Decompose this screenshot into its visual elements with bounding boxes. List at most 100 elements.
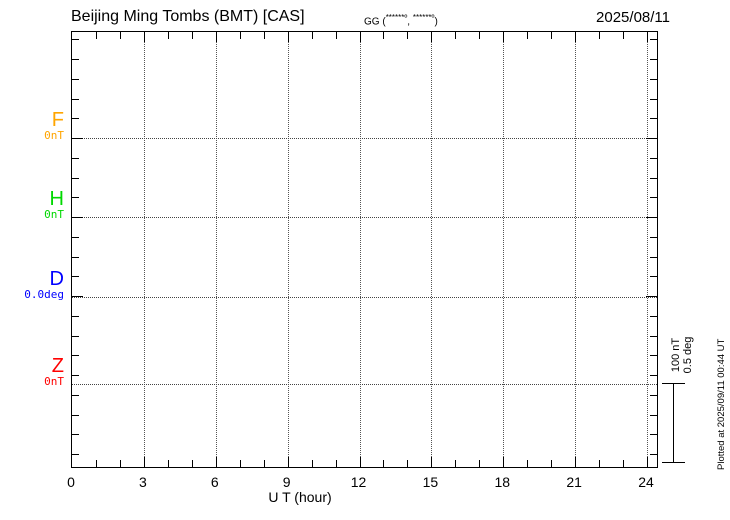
- axis-tick-top-23h: [623, 32, 625, 39]
- axis-tick-bottom-9h: [287, 457, 289, 467]
- axis-tick-left: [72, 276, 79, 278]
- axis-tick-right: [650, 256, 657, 258]
- x-tick-label-6: 6: [210, 474, 219, 490]
- component-label-H: H 0nT: [0, 189, 64, 221]
- axis-tick-bottom-6h: [215, 457, 217, 467]
- axis-tick-bottom-22h: [599, 460, 601, 467]
- plotted-at-timestamp: Plotted at 2025/09/11 00:44 UT: [716, 338, 727, 470]
- axis-tick-bottom-2h: [119, 460, 121, 467]
- axis-tick-bottom-24h: [647, 457, 649, 467]
- axis-tick-right: [646, 296, 657, 297]
- x-tick-label-3: 3: [138, 474, 147, 490]
- axis-tick-top-15h: [431, 32, 433, 42]
- axis-tick-bottom-23h: [623, 460, 625, 467]
- axis-tick-top-19h: [527, 32, 529, 39]
- axis-tick-top-18h: [503, 32, 505, 42]
- axis-tick-right: [650, 414, 657, 416]
- axis-tick-right: [650, 78, 657, 80]
- axis-tick-left: [72, 335, 79, 337]
- axis-tick-right: [650, 98, 657, 100]
- axis-tick-top-7h: [239, 32, 241, 39]
- axis-tick-top-9h: [287, 32, 289, 42]
- axis-tick-top-5h: [191, 32, 193, 39]
- axis-tick-left: [72, 197, 79, 199]
- axis-tick-right: [650, 39, 657, 41]
- x-axis-title: U T (hour): [268, 489, 332, 505]
- axis-tick-left: [72, 59, 79, 60]
- axis-tick-left: [72, 355, 79, 357]
- axis-tick-top-22h: [599, 32, 601, 39]
- scale-deg-label: 0.5 deg: [681, 336, 694, 374]
- axis-tick-top-21h: [575, 32, 577, 42]
- x-tick-label-24: 24: [638, 474, 654, 490]
- axis-tick-right: [650, 335, 657, 337]
- axis-tick-right: [650, 315, 657, 317]
- gridline-vertical-15h: [431, 32, 433, 467]
- axis-tick-bottom-21h: [575, 457, 577, 467]
- component-baseline-value-Z: 0nT: [44, 375, 64, 388]
- axis-tick-right: [650, 394, 657, 396]
- x-tick-label-12: 12: [350, 474, 367, 490]
- component-baseline-value-D: 0.0deg: [24, 288, 64, 301]
- component-symbol-D: D: [49, 268, 64, 290]
- gridline-vertical-21h: [575, 32, 577, 467]
- baseline-gridline-D: [72, 297, 657, 298]
- axis-tick-bottom-12h: [359, 457, 361, 467]
- gg-separator: ,: [407, 16, 413, 28]
- page-title: Beijing Ming Tombs (BMT) [CAS]: [71, 8, 305, 25]
- axis-tick-left: [72, 138, 83, 139]
- x-tick-label-0: 0: [67, 474, 75, 490]
- axis-tick-bottom-16h: [455, 460, 457, 467]
- gg-label: GG: [364, 16, 380, 28]
- gridline-vertical-24h: [647, 32, 649, 467]
- axis-tick-left: [72, 177, 79, 179]
- axis-tick-left: [72, 434, 79, 436]
- magnetogram-plot-area: [71, 31, 658, 468]
- axis-tick-top-10h: [311, 32, 313, 39]
- axis-tick-right: [650, 197, 657, 199]
- component-symbol-F: F: [51, 109, 64, 131]
- axis-tick-left: [72, 315, 79, 317]
- component-symbol-Z: Z: [51, 355, 64, 377]
- x-tick-label-15: 15: [422, 474, 439, 490]
- x-tick-label-9: 9: [282, 474, 291, 490]
- axis-tick-bottom-4h: [167, 460, 169, 467]
- axis-tick-bottom-13h: [383, 460, 385, 467]
- gg-paren-close: ): [434, 16, 438, 28]
- axis-tick-bottom-17h: [479, 460, 481, 467]
- axis-tick-top-6h: [215, 32, 217, 42]
- gridline-vertical-3h: [143, 32, 145, 467]
- axis-tick-top-11h: [335, 32, 337, 39]
- axis-tick-bottom-7h: [239, 460, 241, 467]
- axis-tick-right: [650, 276, 657, 278]
- scale-bar-label: 100 nT 0.5 deg: [670, 320, 694, 390]
- axis-tick-top-2h: [119, 32, 121, 39]
- gg-longitude: ******º: [412, 13, 435, 22]
- axis-tick-right: [646, 217, 657, 218]
- axis-tick-bottom-10h: [311, 460, 313, 467]
- axis-tick-bottom-8h: [263, 460, 265, 467]
- axis-tick-bottom-1h: [95, 460, 97, 467]
- component-baseline-value-H: 0nT: [44, 208, 64, 221]
- gridline-vertical-9h: [287, 32, 289, 467]
- axis-tick-top-4h: [167, 32, 169, 39]
- axis-tick-top-1h: [95, 32, 97, 39]
- axis-tick-top-16h: [455, 32, 457, 39]
- chart-header: Beijing Ming Tombs (BMT) [CAS] GG (*****…: [0, 0, 730, 31]
- gridline-vertical-6h: [215, 32, 217, 467]
- axis-tick-top-17h: [479, 32, 481, 39]
- gg-latitude: ******º: [385, 13, 408, 22]
- gridline-vertical-18h: [503, 32, 505, 467]
- component-label-D: D 0.0deg: [0, 268, 64, 301]
- axis-tick-left: [72, 118, 79, 120]
- axis-tick-left: [72, 157, 79, 159]
- axis-tick-bottom-18h: [503, 457, 505, 467]
- axis-tick-left: [72, 414, 79, 416]
- observation-date: 2025/08/11: [596, 9, 670, 26]
- baseline-gridline-H: [72, 217, 657, 218]
- axis-tick-bottom-11h: [335, 460, 337, 467]
- axis-tick-bottom-5h: [191, 460, 193, 467]
- axis-tick-left: [72, 296, 83, 297]
- baseline-gridline-Z: [72, 384, 657, 385]
- axis-tick-right: [650, 236, 657, 238]
